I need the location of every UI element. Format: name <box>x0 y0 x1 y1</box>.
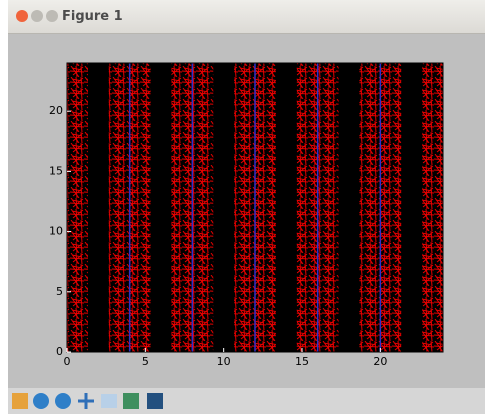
y-tick-label: 0 <box>56 345 63 358</box>
toolbar-icons <box>8 388 178 414</box>
texture <box>67 63 88 352</box>
y-tick-label: 10 <box>49 225 63 238</box>
back-button[interactable] <box>33 393 49 409</box>
toolbar <box>8 388 485 414</box>
chart: 0 5 10 15 20 0 5 10 15 20 <box>0 0 485 388</box>
y-tick-label: 15 <box>49 164 63 177</box>
screen: {"window_title": "Figure 1", "chart_data… <box>0 0 485 414</box>
texture <box>422 63 443 352</box>
zoom-button[interactable] <box>101 394 117 408</box>
x-tick-label: 0 <box>64 355 71 368</box>
y-tick-label: 5 <box>56 285 63 298</box>
x-tick-label: 10 <box>217 355 231 368</box>
subplots-button[interactable] <box>123 393 139 409</box>
save-button[interactable] <box>147 393 163 409</box>
pan-button[interactable] <box>78 393 94 409</box>
y-tick-label: 20 <box>49 104 63 117</box>
forward-button[interactable] <box>55 393 71 409</box>
x-tick-label: 15 <box>295 355 309 368</box>
x-tick-label: 5 <box>142 355 149 368</box>
home-button[interactable] <box>12 393 28 409</box>
x-tick-label: 20 <box>373 355 387 368</box>
